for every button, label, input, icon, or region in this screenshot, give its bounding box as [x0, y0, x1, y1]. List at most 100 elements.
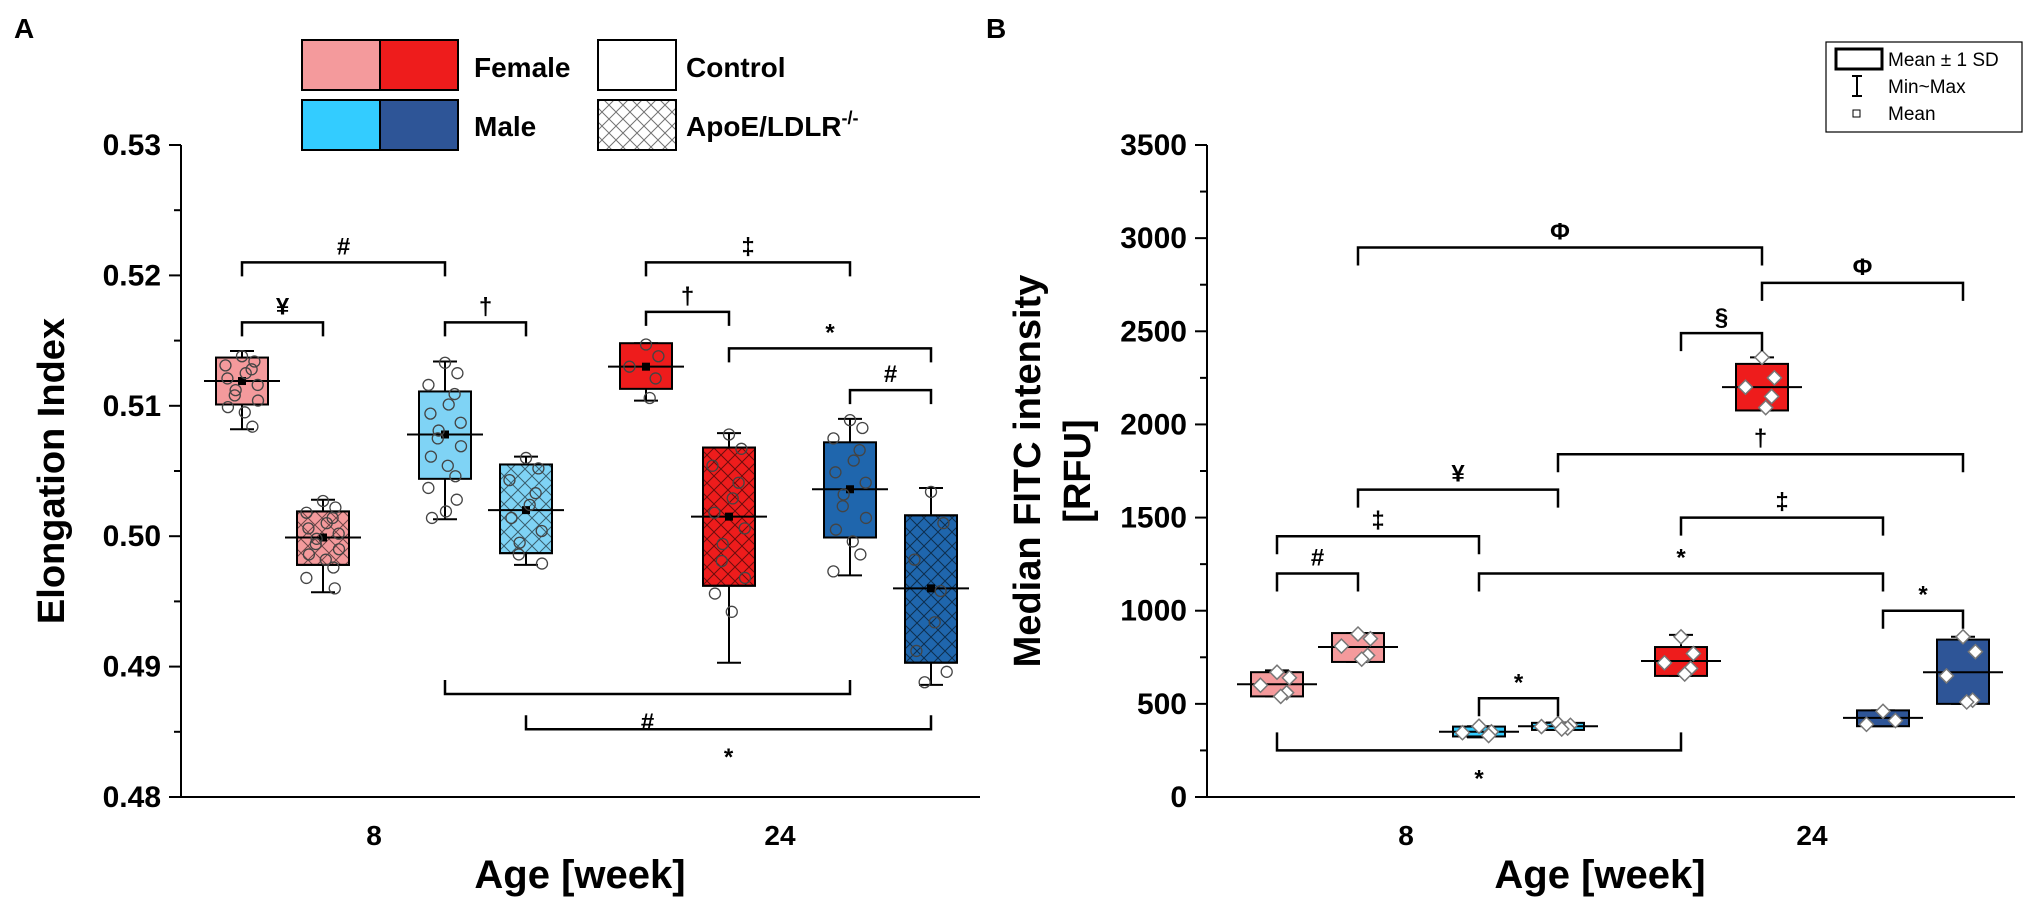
data-point — [424, 450, 438, 463]
data-point — [248, 355, 261, 368]
panel-a-letter: A — [14, 13, 34, 44]
data-point — [451, 367, 464, 380]
data-point — [454, 416, 467, 429]
data-point — [908, 553, 921, 566]
box-group — [1237, 664, 1317, 705]
data-point — [652, 350, 665, 363]
panel-a-chart: Elongation Index Age [week] 8 24 0.480.4… — [31, 129, 980, 897]
significance-label: ‡ — [741, 233, 754, 260]
data-point — [512, 548, 525, 561]
panel-b-y-ticks: 0 500 1000 1500 2000 2500 3000 3500 — [1120, 129, 1207, 814]
legend-female-control-swatch — [301, 39, 381, 91]
data-point — [246, 420, 259, 433]
significance-bracket — [240, 321, 325, 337]
data-point — [827, 565, 840, 578]
legend-b-box-label: Mean ± 1 SD — [1888, 50, 1999, 71]
data-point — [320, 517, 333, 530]
data-point — [235, 350, 249, 363]
data-point — [449, 470, 462, 483]
significance-label: # — [884, 361, 897, 388]
data-point — [1766, 369, 1783, 386]
data-point — [535, 557, 549, 570]
data-point — [316, 494, 330, 508]
box-group — [488, 451, 564, 570]
data-point — [732, 476, 745, 489]
data-point — [302, 522, 315, 535]
data-point — [1470, 718, 1488, 735]
data-point — [327, 561, 340, 574]
box-group — [1843, 703, 1923, 733]
legend-female-label: Female — [474, 52, 571, 83]
data-point — [934, 584, 947, 598]
data-point — [503, 473, 516, 487]
data-point — [859, 511, 873, 525]
mean-marker — [725, 512, 733, 521]
data-point — [332, 527, 345, 540]
data-point — [846, 535, 859, 548]
data-point — [441, 459, 454, 472]
data-point — [228, 389, 241, 402]
data-point — [847, 454, 860, 467]
data-point — [722, 428, 736, 441]
data-point — [535, 524, 548, 538]
data-point — [1656, 654, 1673, 671]
panel-a-marks: # ¥ † ‡ † * # # * — [204, 233, 969, 771]
mean-marker — [319, 533, 327, 542]
data-point — [643, 391, 656, 405]
data-point — [738, 571, 752, 585]
panel-a-legend: Female Male Control ApoE/LDLR-/- — [301, 39, 859, 151]
data-point — [918, 676, 931, 689]
data-point — [239, 367, 252, 380]
significance-label: * — [724, 744, 734, 771]
legend-male-control-swatch — [301, 99, 381, 151]
significance-bracket — [443, 679, 852, 696]
data-point — [519, 451, 533, 465]
data-point — [221, 400, 235, 414]
mean-marker — [522, 506, 530, 515]
data-point — [1757, 399, 1774, 416]
data-point — [532, 462, 545, 475]
y-tick-label: 0.48 — [103, 781, 161, 814]
panel-b-legend: Mean ± 1 SD Min~Max Mean — [1825, 41, 2023, 133]
panel-a-x-tick-label: 8 — [366, 820, 382, 851]
significance-label: † — [681, 283, 694, 310]
data-point — [300, 571, 313, 585]
data-point — [726, 492, 739, 505]
box-group — [1439, 718, 1519, 744]
data-point — [319, 553, 332, 566]
significance-bracket — [1356, 246, 1764, 266]
significance-bracket — [1275, 732, 1683, 752]
y-tick-label: 0.52 — [103, 259, 161, 292]
significance-label: * — [825, 319, 835, 346]
data-point — [513, 536, 526, 549]
panel-b-x-label: Age [week] — [1494, 853, 1705, 897]
data-point — [1672, 628, 1690, 645]
data-point — [523, 498, 536, 512]
y-tick-label: 2000 — [1120, 408, 1187, 441]
significance-bracket — [1275, 572, 1360, 592]
data-point — [706, 459, 719, 472]
significance-label: * — [1676, 544, 1686, 571]
significance-bracket — [1356, 488, 1560, 508]
significance-label: ‡ — [1775, 489, 1788, 516]
legend-b-mean-swatch — [1852, 109, 1861, 118]
significance-bracket — [1881, 609, 1965, 629]
panel-a-y-ticks: 0.48 0.49 0.50 0.51 0.52 0.53 — [103, 129, 181, 814]
mean-marker — [238, 377, 246, 386]
legend-female-apoe-swatch — [379, 39, 459, 91]
significance-label: * — [1514, 669, 1524, 696]
legend-apoe-label: ApoE/LDLR-/- — [686, 108, 859, 142]
mean-marker — [441, 430, 449, 439]
data-point — [1954, 628, 1972, 645]
panel-a-y-label: Elongation Index — [31, 318, 73, 624]
significance-label: ¥ — [276, 293, 290, 320]
significance-bracket — [1679, 331, 1764, 352]
data-point — [725, 605, 738, 618]
data-point — [856, 421, 869, 435]
data-point — [1281, 669, 1298, 686]
data-point — [1887, 712, 1904, 729]
data-point — [836, 500, 849, 513]
mean-marker — [642, 362, 650, 371]
data-point — [251, 378, 264, 392]
mean-marker — [927, 584, 935, 593]
